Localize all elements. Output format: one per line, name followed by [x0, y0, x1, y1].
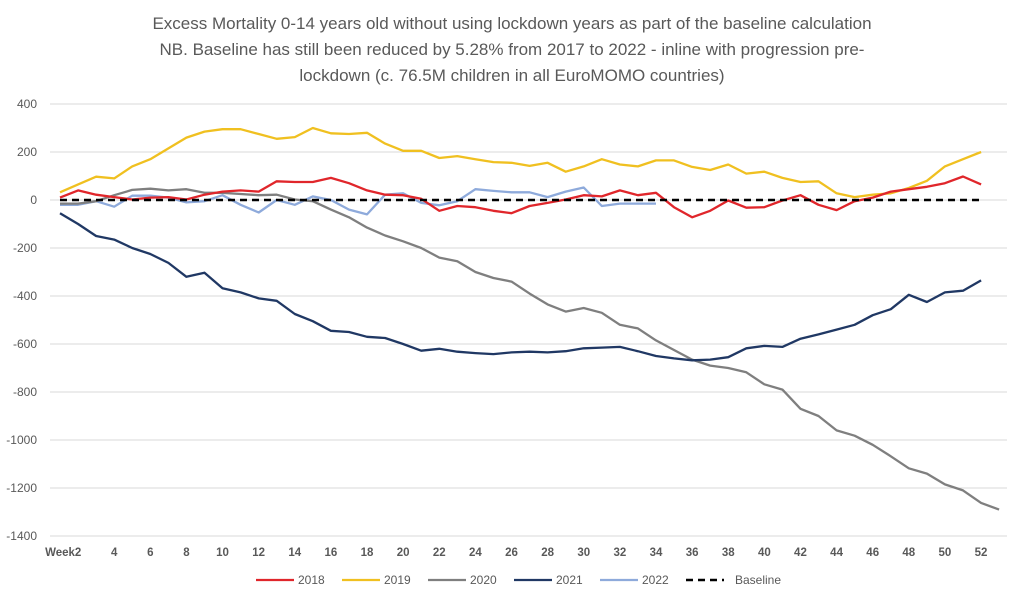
x-tick-label: 52 — [975, 547, 988, 559]
legend-label: 2019 — [384, 573, 411, 587]
legend-item-2019: 2019 — [342, 573, 411, 587]
y-tick-label: 0 — [30, 193, 37, 207]
legend-item-2021: 2021 — [514, 573, 583, 587]
chart-title-line-1: Excess Mortality 0-14 years old without … — [152, 14, 871, 33]
y-tick-label: -400 — [13, 289, 37, 303]
x-tick-label: 44 — [830, 547, 843, 559]
series-line-2021 — [59, 212, 982, 362]
x-tick-label: 26 — [505, 547, 518, 559]
x-tick-label: 46 — [866, 547, 879, 559]
series-lines — [59, 126, 1000, 511]
x-tick-label: 10 — [216, 547, 229, 559]
x-tick-label: 4 — [111, 547, 118, 559]
x-tick-label: 22 — [433, 547, 446, 559]
y-tick-label: -800 — [13, 385, 37, 399]
y-tick-label: -1000 — [6, 433, 37, 447]
y-axis-tick-labels: 400 200 0 -200 -400 -600 -800 -1000 -1200 -1400 — [6, 97, 37, 543]
x-tick-label: 18 — [361, 547, 374, 559]
chart-title-line-3: lockdown (c. 76.5M children in all EuroM… — [299, 66, 724, 85]
x-tick-label: 42 — [794, 547, 807, 559]
y-tick-label: 200 — [17, 145, 37, 159]
x-tick-label: 6 — [147, 547, 153, 559]
legend-label: Baseline — [735, 573, 781, 587]
legend-label: 2018 — [298, 573, 325, 587]
y-tick-label: 400 — [17, 97, 37, 111]
series-line-2019 — [59, 126, 982, 199]
x-tick-label: 14 — [288, 547, 301, 559]
x-tick-label: 34 — [650, 547, 663, 559]
x-tick-label: 24 — [469, 547, 482, 559]
y-tick-label: -200 — [13, 241, 37, 255]
x-tick-label: 8 — [183, 547, 190, 559]
series-line-2018 — [59, 175, 982, 219]
legend-label: 2020 — [470, 573, 497, 587]
x-axis-tick-labels: Week 2 4 6 8 10 12 14 16 18 20 22 24 26 28 30 32 34 36 38 40… — [45, 547, 987, 559]
x-tick-label: 36 — [686, 547, 699, 559]
x-tick-label: 12 — [252, 547, 265, 559]
x-tick-label: 32 — [613, 547, 626, 559]
x-tick-label: 20 — [397, 547, 410, 559]
legend-item-2018: 2018 — [256, 573, 325, 587]
y-tick-label: -600 — [13, 337, 37, 351]
x-tick-label: 16 — [325, 547, 338, 559]
x-tick-label: 28 — [541, 547, 554, 559]
legend-label: 2021 — [556, 573, 583, 587]
legend-item-2022: 2022 — [600, 573, 669, 587]
x-tick-label: 40 — [758, 547, 771, 559]
legend-label: 2022 — [642, 573, 669, 587]
chart-title-line-2: NB. Baseline has still been reduced by 5… — [160, 40, 865, 59]
x-tick-label: 30 — [577, 547, 590, 559]
chart-title: Excess Mortality 0-14 years old without … — [152, 14, 871, 85]
x-tick-label: 38 — [722, 547, 735, 559]
legend-item-2020: 2020 — [428, 573, 497, 587]
x-tick-label: 2 — [75, 547, 81, 559]
series-line-2020 — [60, 187, 1000, 511]
legend: 2018 2019 2020 2021 2022 Baseline — [256, 573, 781, 587]
x-tick-label: 48 — [902, 547, 915, 559]
y-tick-label: -1400 — [6, 529, 37, 543]
x-tick-label: 50 — [939, 547, 952, 559]
legend-item-baseline: Baseline — [686, 573, 781, 587]
x-tick-label: Week — [45, 547, 75, 559]
y-tick-label: -1200 — [6, 481, 37, 495]
